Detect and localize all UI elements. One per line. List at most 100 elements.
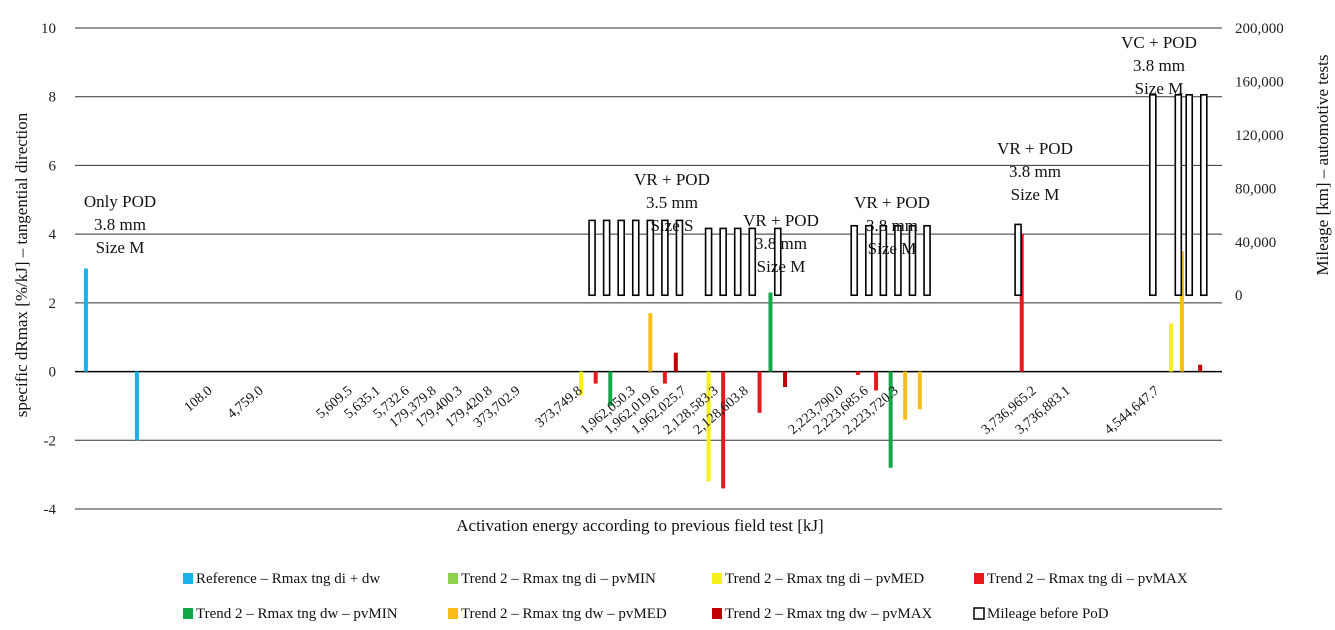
- group-label: VR + POD 3.5 mm Size S: [634, 170, 710, 235]
- legend-item: Trend 2 – Rmax tng di – pvMIN: [448, 571, 656, 587]
- legend: Reference – Rmax tng di + dw Trend 2 – Rm…: [183, 571, 1188, 622]
- right-tick-label: 80,000: [1235, 181, 1276, 197]
- group-label-line: 3.8 mm: [1133, 56, 1185, 75]
- left-tick-label: -4: [44, 502, 57, 518]
- group-label-line: Size M: [1011, 185, 1060, 204]
- group-label-line: VR + POD: [854, 193, 930, 212]
- mileage-bar: [646, 219, 655, 297]
- legend-swatch: [183, 573, 193, 584]
- mileage-bar: [617, 219, 625, 297]
- legend-item: Trend 2 – Rmax tng dw – pvMED: [448, 606, 667, 622]
- legend-item: Trend 2 – Rmax tng di – pvMED: [712, 571, 924, 587]
- bar-series-6: [783, 371, 788, 388]
- bar-series-3: [721, 371, 726, 489]
- mileage-bar: [1014, 223, 1022, 297]
- category-label: 4,544,647.7: [1102, 384, 1163, 438]
- group-label: VR + POD 3.8 mm Size M: [854, 193, 930, 258]
- legend-item: Mileage before PoD: [973, 606, 1109, 622]
- mileage-bar: [719, 227, 727, 297]
- category-label: 373,749.8: [533, 384, 586, 431]
- left-tick-label: 10: [41, 21, 56, 37]
- group-label-line: VR + POD: [743, 211, 819, 230]
- legend-item: Trend 2 – Rmax tng dw – pvMIN: [183, 606, 398, 622]
- legend-label: Trend 2 – Rmax tng dw – pvMIN: [196, 606, 398, 622]
- group-label-line: Size M: [757, 257, 806, 276]
- mileage-bar: [864, 224, 873, 297]
- mileage-bar: [602, 219, 611, 297]
- bar-series-3: [593, 371, 598, 384]
- bar-series-4: [768, 292, 773, 372]
- group-label-line: VR + POD: [997, 139, 1073, 158]
- bar-series-2: [706, 371, 711, 482]
- legend-label: Reference – Rmax tng di + dw: [196, 571, 380, 587]
- right-tick-label: 40,000: [1235, 235, 1276, 251]
- group-label-line: Size M: [868, 239, 917, 258]
- group-label-line: 3.8 mm: [755, 234, 807, 253]
- bar-series-4: [608, 371, 613, 406]
- group-label-line: 3.8 mm: [866, 216, 918, 235]
- mileage-bar: [908, 224, 917, 297]
- bar-series-2: [1169, 323, 1174, 372]
- mileage-bar: [588, 219, 596, 297]
- bar-series-2: [579, 371, 584, 396]
- bar-series-3: [1019, 234, 1024, 372]
- group-label-line: Size M: [1135, 79, 1184, 98]
- bar-series-3: [662, 371, 667, 384]
- x-axis-title: Activation energy according to previous …: [456, 516, 823, 535]
- bar-series-0: [83, 268, 88, 372]
- mileage-bar: [748, 227, 757, 297]
- legend-swatch: [973, 607, 985, 620]
- legend-label: Trend 2 – Rmax tng dw – pvMAX: [725, 606, 933, 622]
- legend-label: Trend 2 – Rmax tng di – pvMED: [725, 571, 924, 587]
- mileage-bar: [1185, 94, 1194, 297]
- right-tick-label: 0: [1235, 288, 1243, 304]
- legend-swatch: [448, 608, 458, 619]
- bar-series-4: [888, 371, 893, 468]
- legend-label: Trend 2 – Rmax tng dw – pvMED: [461, 606, 667, 622]
- legend-swatch: [712, 573, 722, 584]
- right-tick-label: 200,000: [1235, 21, 1284, 37]
- group-label-line: 3.8 mm: [94, 215, 146, 234]
- mileage-bar: [1199, 94, 1208, 297]
- category-labels: 108.0 4,759.0 5,609.55,635.15,732.6179,379…: [182, 384, 1163, 438]
- bar-series-5: [1179, 251, 1184, 372]
- bar-series-3: [855, 371, 860, 376]
- legend-label: Trend 2 – Rmax tng di – pvMAX: [987, 571, 1188, 587]
- mileage-bar: [850, 224, 859, 297]
- group-label: Only POD 3.8 mm Size M: [84, 192, 156, 257]
- group-label-line: VR + POD: [634, 170, 710, 189]
- mileage-bar: [773, 227, 782, 297]
- left-tick-label: 0: [49, 365, 57, 381]
- mileage-bar: [879, 224, 888, 297]
- group-label: VC + POD 3.8 mm Size M: [1121, 33, 1197, 98]
- legend-item: Reference – Rmax tng di + dw: [183, 571, 380, 587]
- right-axis-ticks: 0 40,000 80,000 120,000 160,000 200,000: [1235, 21, 1284, 304]
- legend-item: Trend 2 – Rmax tng di – pvMAX: [974, 571, 1188, 587]
- bar-series-3: [757, 371, 762, 413]
- mileage-bar: [661, 219, 669, 297]
- category-label: 4,759.0: [225, 384, 267, 422]
- bar-series-5: [648, 313, 653, 372]
- right-tick-label: 160,000: [1235, 74, 1284, 90]
- group-label-line: Size S: [651, 216, 694, 235]
- left-tick-label: 6: [49, 158, 57, 174]
- mileage-bar: [1149, 94, 1157, 297]
- left-axis-ticks: -4 -2 0 2 4 6 8 10: [41, 21, 57, 518]
- mileage-bar: [923, 224, 931, 297]
- group-label-line: 3.8 mm: [1009, 162, 1061, 181]
- legend-swatch: [974, 573, 984, 584]
- mileage-bar: [733, 227, 742, 297]
- bar-series-3: [874, 371, 879, 391]
- mileage-bar: [704, 227, 713, 297]
- legend-label: Trend 2 – Rmax tng di – pvMIN: [461, 571, 656, 587]
- legend-swatch: [712, 608, 722, 619]
- mileage-bar: [675, 219, 684, 297]
- left-axis-title: specific dRmax [%/kJ] – tangential direc…: [12, 112, 31, 417]
- mileage-bar: [631, 219, 640, 297]
- mileage-bar: [1174, 94, 1183, 297]
- legend-swatch: [183, 608, 193, 619]
- group-label-line: Size M: [96, 238, 145, 257]
- group-label: VR + POD 3.8 mm Size M: [743, 211, 819, 276]
- group-label: VR + POD 3.8 mm Size M: [997, 139, 1073, 204]
